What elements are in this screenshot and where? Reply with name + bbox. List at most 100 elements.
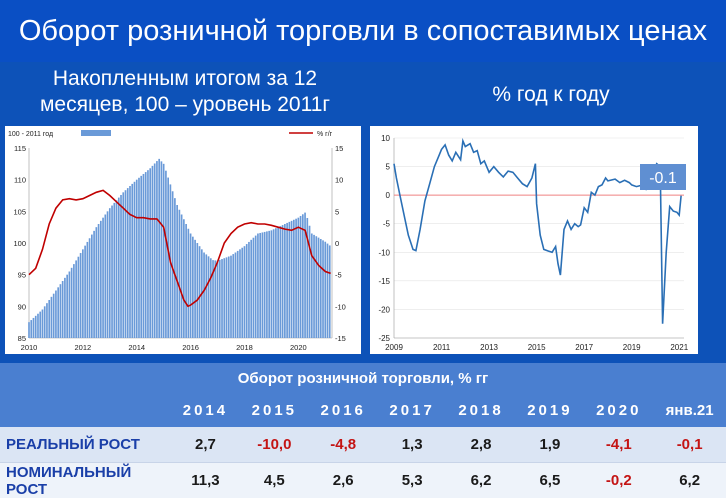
- bar: [301, 214, 304, 338]
- bar: [52, 293, 55, 338]
- bar: [84, 245, 86, 338]
- bar: [70, 267, 73, 338]
- table-cell: 5,3: [377, 462, 447, 498]
- table-year-header: 2019: [515, 394, 585, 427]
- y-left-tick-label: 85: [18, 334, 26, 343]
- bar: [259, 232, 262, 338]
- y-tick-label: -20: [378, 305, 390, 314]
- bar: [99, 220, 102, 338]
- x-tick-label: 2011: [433, 343, 451, 352]
- x-tick-label: 2020: [290, 343, 307, 352]
- x-tick-label: 2019: [623, 343, 641, 352]
- bar: [162, 163, 165, 338]
- bar: [165, 170, 167, 338]
- y-right-tick-label: 15: [335, 144, 343, 153]
- bar: [102, 217, 104, 338]
- bar: [243, 246, 246, 338]
- table-cell: -4,1: [584, 427, 654, 463]
- bar: [61, 281, 64, 338]
- bar: [277, 227, 279, 338]
- y-right-tick-label: 10: [335, 176, 343, 185]
- bar: [221, 259, 223, 338]
- bar: [86, 241, 89, 338]
- bar: [261, 232, 264, 338]
- table-cell: -4,8: [308, 427, 378, 463]
- series-line-yoy: [393, 137, 682, 324]
- table-year-header: 2016: [308, 394, 378, 427]
- bar: [212, 260, 214, 338]
- right-chart-subtitle: % год к году: [492, 83, 610, 106]
- table-title: Оборот розничной торговли, % гг: [0, 363, 726, 394]
- table-corner: [0, 394, 171, 427]
- bar: [144, 172, 147, 338]
- end-value-box: [640, 164, 686, 190]
- bar: [77, 256, 80, 338]
- bar: [319, 238, 322, 338]
- bar: [171, 191, 174, 338]
- y-left-tick-label: 115: [14, 144, 26, 153]
- table-year-header: 2017: [377, 394, 447, 427]
- x-tick-label: 2016: [182, 343, 199, 352]
- bar: [93, 230, 95, 338]
- bar: [284, 224, 286, 338]
- bar: [183, 219, 185, 338]
- bar: [66, 274, 68, 338]
- bar: [328, 245, 331, 338]
- table-cell: -0,2: [584, 462, 654, 498]
- x-tick-label: 2010: [21, 343, 38, 352]
- x-tick-label: 2021: [670, 343, 688, 352]
- table-cell: 4,5: [239, 462, 309, 498]
- bar: [142, 173, 145, 338]
- bar: [68, 271, 71, 338]
- bar: [34, 315, 37, 338]
- x-tick-label: 2013: [480, 343, 498, 352]
- bar: [324, 241, 327, 338]
- bar: [41, 309, 44, 338]
- bar: [306, 217, 309, 338]
- table-cell: 2,8: [446, 427, 516, 463]
- bar: [230, 255, 232, 338]
- y-left-tick-label: 105: [13, 207, 26, 216]
- y-tick-label: 5: [386, 163, 391, 172]
- bar: [234, 252, 237, 338]
- bar: [140, 175, 143, 338]
- table-cell: 6,5: [515, 462, 585, 498]
- bar: [275, 228, 277, 338]
- bar: [203, 252, 205, 338]
- left-chart-panel: 100 - 2011 год% г/г 85 90 95 100 105 110 115 -15…: [5, 126, 361, 354]
- y-right-tick-label: 0: [335, 239, 339, 248]
- bar: [131, 183, 134, 338]
- bar: [50, 296, 53, 338]
- bar: [174, 198, 176, 338]
- table-row: РЕАЛЬНЫЙ РОСТ 2,7 -10,0 -4,8 1,3 2,8 1,9 -4,1 -0…: [0, 427, 726, 463]
- table-cell: 1,3: [377, 427, 447, 463]
- table-cell: 11,3: [171, 462, 240, 498]
- bar: [180, 214, 183, 338]
- bar: [138, 177, 140, 338]
- y-tick-label: -25: [378, 334, 390, 343]
- bar: [75, 260, 77, 338]
- bar: [97, 224, 100, 338]
- bar: [133, 181, 136, 338]
- bar: [196, 243, 199, 338]
- bar: [214, 260, 217, 338]
- bar: [266, 231, 268, 338]
- y-left-tick-label: 110: [14, 176, 26, 185]
- bar: [270, 230, 273, 338]
- left-chart-subtitle: Накопленным итогом за 12 месяцев, 100 – …: [0, 66, 370, 118]
- bar: [218, 259, 221, 338]
- bar: [48, 300, 51, 338]
- table-cell: 1,9: [515, 427, 585, 463]
- table-year-header: 2015: [239, 394, 309, 427]
- retail-table: Оборот розничной торговли, % гг 2014 2015…: [0, 363, 726, 498]
- bar: [185, 224, 187, 338]
- bar: [28, 322, 30, 338]
- bar: [153, 163, 156, 338]
- bar: [79, 253, 82, 338]
- x-tick-label: 2017: [575, 343, 593, 352]
- bar: [178, 209, 181, 338]
- bar: [293, 219, 295, 338]
- bar: [135, 179, 138, 338]
- left-subtitle-line-2: месяцев, 100 – уровень 2011г: [39, 93, 331, 116]
